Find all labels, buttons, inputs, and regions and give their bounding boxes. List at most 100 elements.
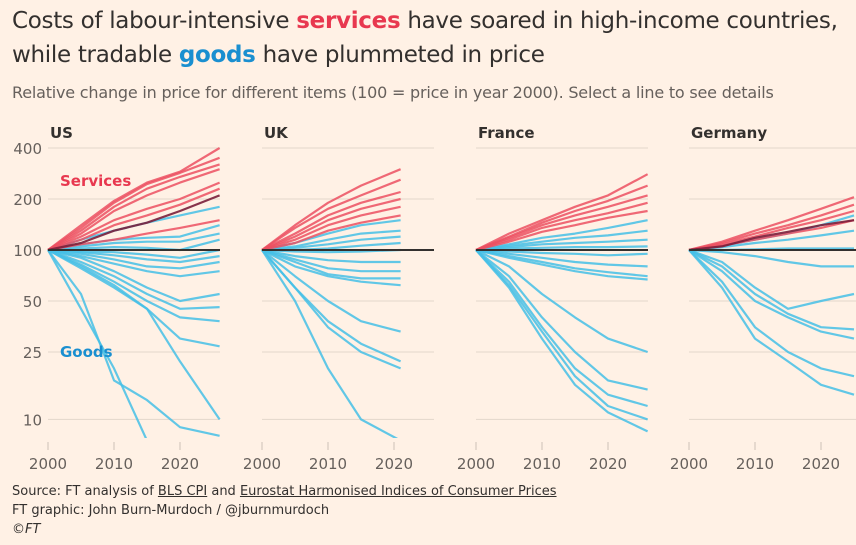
y-tick-label: 10 xyxy=(23,411,42,429)
title-text: Costs of labour-intensive xyxy=(12,8,297,34)
goods-series-line[interactable] xyxy=(475,249,648,421)
services-series-line[interactable] xyxy=(261,178,402,251)
series-lines xyxy=(475,173,649,433)
title-goods-word: goods xyxy=(178,42,256,68)
goods-series-line[interactable] xyxy=(261,249,401,333)
panel-title: UK xyxy=(264,124,289,142)
goods-series-line[interactable] xyxy=(47,248,220,323)
goods-series-line[interactable] xyxy=(47,248,220,278)
panel-uk: UK 2000 2010 2020 xyxy=(243,124,434,473)
footer: Source: FT analysis of BLS CPI and Euros… xyxy=(12,482,557,539)
series-lines xyxy=(688,196,855,396)
credit-text: FT graphic: John Burn-Murdoch / @jburnmu… xyxy=(12,503,330,518)
x-tick-label: 2020 xyxy=(802,455,840,473)
y-tick-label: 50 xyxy=(23,293,42,311)
goods-series-line[interactable] xyxy=(261,248,401,280)
panel-france: France 2000 2010 2020 xyxy=(457,124,649,473)
goods-series-line[interactable] xyxy=(475,249,648,391)
x-tick-label: 2010 xyxy=(95,455,133,473)
panel-germany: Germany 2000 2010 2020 xyxy=(670,124,856,473)
x-tick-label: 2010 xyxy=(309,455,347,473)
goods-series-line[interactable] xyxy=(475,219,648,252)
title-services-word: services xyxy=(296,8,401,34)
panel-title: US xyxy=(50,124,73,142)
x-tick-label: 2010 xyxy=(736,455,774,473)
panel-title: France xyxy=(478,124,535,142)
services-series-line[interactable] xyxy=(261,214,401,252)
services-series-line[interactable] xyxy=(475,173,649,251)
x-tick-label: 2010 xyxy=(523,455,561,473)
goods-series-line[interactable] xyxy=(475,249,648,354)
goods-series-line[interactable] xyxy=(475,249,648,408)
series-lines xyxy=(261,168,402,441)
services-series-line[interactable] xyxy=(475,201,648,252)
goods-series-line[interactable] xyxy=(47,249,148,441)
services-series-line[interactable] xyxy=(261,197,401,252)
y-tick-label: 25 xyxy=(23,344,42,362)
services-series-line[interactable] xyxy=(688,209,855,252)
services-series-line[interactable] xyxy=(475,194,648,252)
goods-series-line[interactable] xyxy=(47,248,220,270)
services-series-line[interactable] xyxy=(47,187,221,252)
goods-series-line[interactable] xyxy=(475,248,648,278)
goods-series-line[interactable] xyxy=(475,248,648,281)
copyright-text: ©FT xyxy=(12,522,41,537)
x-tick-label: 2020 xyxy=(589,455,627,473)
services-series-line[interactable] xyxy=(47,156,220,251)
goods-series-line[interactable] xyxy=(261,249,401,441)
goods-series-line[interactable] xyxy=(475,249,649,433)
services-series-line[interactable] xyxy=(261,168,402,251)
goods-series-line[interactable] xyxy=(261,249,402,370)
chart-subtitle: Relative change in price for different i… xyxy=(12,83,774,102)
goods-series-line[interactable] xyxy=(475,238,648,252)
goods-series-line[interactable] xyxy=(47,248,220,264)
x-tick-label: 2000 xyxy=(670,455,708,473)
services-series-line[interactable] xyxy=(261,190,401,251)
services-series-line[interactable] xyxy=(261,205,401,252)
series-lines xyxy=(47,147,221,441)
bls-cpi-link[interactable]: BLS CPI xyxy=(157,484,208,499)
goods-series-line[interactable] xyxy=(261,249,401,287)
goods-series-line[interactable] xyxy=(47,249,220,437)
x-tick-label: 2000 xyxy=(29,455,67,473)
goods-series-line[interactable] xyxy=(261,248,401,264)
x-tick-label: 2020 xyxy=(375,455,413,473)
goods-series-line[interactable] xyxy=(688,249,855,396)
source-text: Source: FT analysis of xyxy=(12,484,158,499)
y-tick-label: 400 xyxy=(13,140,42,158)
eurostat-link[interactable]: Eurostat Harmonised Indices of Consumer … xyxy=(239,484,557,499)
goods-series-line[interactable] xyxy=(47,249,221,421)
goods-series-line[interactable] xyxy=(475,245,648,252)
goods-series-line[interactable] xyxy=(261,248,401,273)
goods-series-line[interactable] xyxy=(688,249,855,378)
goods-series-line[interactable] xyxy=(688,248,855,310)
source-text: and xyxy=(207,484,240,499)
highlighted-series-line[interactable] xyxy=(688,219,855,252)
goods-series-line[interactable] xyxy=(47,248,220,310)
services-series-line[interactable] xyxy=(47,147,221,251)
services-annotation: Services xyxy=(60,172,131,190)
chart-title: Costs of labour-intensive services have … xyxy=(12,4,838,72)
services-series-line[interactable] xyxy=(47,168,220,251)
title-text: have soared in high-income countries, xyxy=(400,8,838,34)
services-series-line[interactable] xyxy=(47,163,220,251)
goods-series-line[interactable] xyxy=(688,249,855,331)
x-tick-label: 2000 xyxy=(457,455,495,473)
goods-series-line[interactable] xyxy=(47,232,220,252)
goods-series-line[interactable] xyxy=(688,248,854,268)
goods-annotation: Goods xyxy=(60,343,113,361)
goods-series-line[interactable] xyxy=(475,229,648,252)
goods-series-line[interactable] xyxy=(475,248,648,268)
highlighted-series-line[interactable] xyxy=(47,194,221,252)
goods-series-line[interactable] xyxy=(47,238,220,252)
goods-series-line[interactable] xyxy=(475,248,648,257)
goods-series-line[interactable] xyxy=(688,249,855,340)
goods-series-line[interactable] xyxy=(47,248,220,303)
goods-series-line[interactable] xyxy=(261,235,401,252)
y-tick-label: 100 xyxy=(13,242,42,260)
services-series-line[interactable] xyxy=(475,209,648,252)
panel-title: Germany xyxy=(691,124,767,142)
panel-us: US 400 200 100 50 25 10 2000 2010 2020 Services Goo… xyxy=(13,124,221,473)
services-series-line[interactable] xyxy=(47,181,221,252)
